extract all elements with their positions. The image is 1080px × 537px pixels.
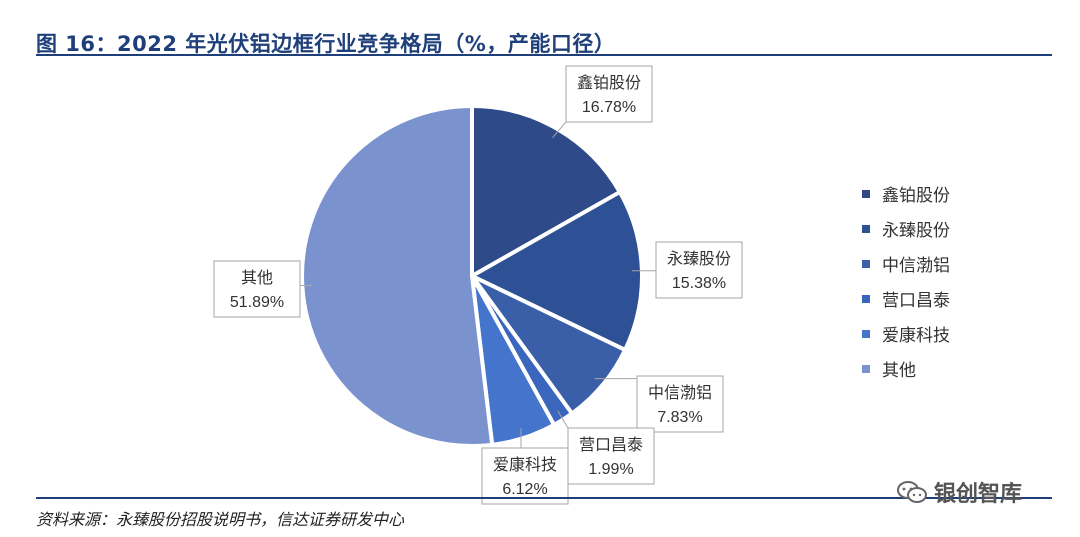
data-label-value: 51.89% (230, 294, 284, 311)
legend-item: 其他 (862, 351, 950, 386)
data-label-category: 其他 (241, 268, 273, 287)
leader-line (552, 121, 567, 139)
data-label-value: 16.78% (582, 99, 636, 116)
data-label-category: 中信渤铝 (648, 383, 712, 402)
data-label-box (565, 65, 653, 123)
watermark: 银创智库 (896, 476, 1022, 508)
pie-slice (470, 103, 623, 280)
data-label-value: 6.12% (502, 481, 547, 498)
source-rule (36, 497, 1052, 499)
data-label-category: 永臻股份 (667, 249, 731, 268)
legend-label: 爱康科技 (882, 326, 950, 346)
pie-slices (300, 103, 644, 448)
legend-swatch (862, 224, 870, 233)
data-label-value: 15.38% (672, 275, 726, 292)
data-label-box (567, 427, 655, 485)
data-label-box (213, 260, 301, 318)
data-label-box (481, 447, 569, 505)
legend-swatch (862, 329, 870, 338)
leader-lines (300, 121, 656, 448)
source-note: 资料来源：永臻股份招股说明书，信达证券研发中心 (36, 510, 405, 529)
data-labels: 鑫铂股份 16.78% 永臻股份 15.38% 中信渤铝 7.83% 营口昌泰 1.99% 爱康… (213, 65, 743, 505)
leader-line (557, 410, 569, 429)
legend: 鑫铂股份永臻股份中信渤铝营口昌泰爱康科技其他 (862, 176, 950, 386)
legend-swatch (862, 259, 870, 268)
chart-title: 图 16：2022 年光伏铝边框行业竞争格局（%，产能口径） (36, 32, 616, 56)
legend-item: 营口昌泰 (862, 281, 950, 316)
data-label-value: 1.99% (588, 461, 633, 478)
legend-label: 中信渤铝 (882, 256, 950, 276)
data-label-category: 营口昌泰 (579, 435, 643, 454)
legend-item: 永臻股份 (862, 211, 950, 246)
title-rule (36, 54, 1052, 56)
wechat-icon (897, 481, 927, 503)
legend-swatch (862, 189, 870, 198)
data-label-category: 鑫铂股份 (577, 73, 641, 92)
data-label-box (655, 241, 743, 299)
legend-swatch (862, 364, 870, 373)
data-label-category: 爱康科技 (493, 455, 557, 474)
legend-label: 永臻股份 (882, 221, 950, 241)
data-label-value: 7.83% (657, 409, 702, 426)
legend-label: 鑫铂股份 (882, 186, 950, 206)
watermark-text: 银创智库 (934, 482, 1023, 507)
legend-item: 爱康科技 (862, 316, 950, 351)
legend-label: 营口昌泰 (882, 291, 950, 311)
legend-item: 鑫铂股份 (862, 176, 950, 211)
legend-item: 中信渤铝 (862, 246, 950, 281)
legend-swatch (862, 294, 870, 303)
data-label-box (636, 375, 724, 433)
legend-label: 其他 (882, 361, 916, 381)
pie-slice (300, 103, 495, 448)
